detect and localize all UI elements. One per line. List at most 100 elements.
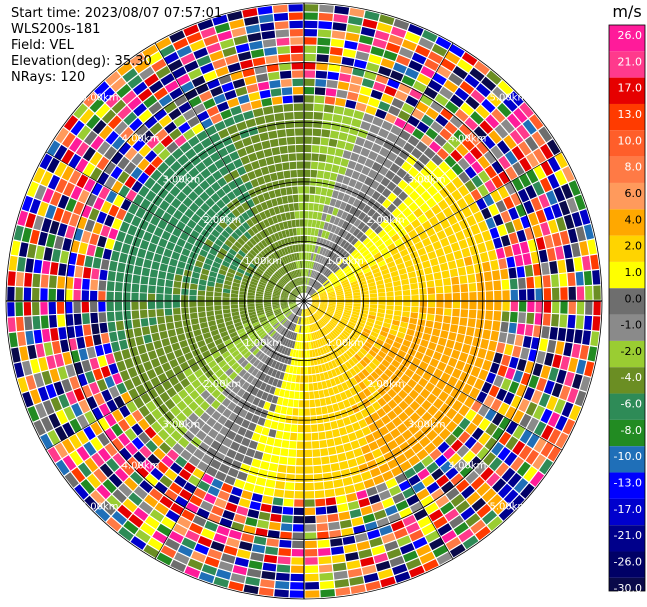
velocity-gate	[358, 211, 367, 221]
velocity-gate	[227, 467, 239, 478]
velocity-gate	[590, 331, 600, 347]
velocity-gate	[307, 333, 311, 341]
velocity-gate	[298, 350, 302, 358]
velocity-gate	[398, 411, 409, 422]
velocity-gate	[381, 120, 393, 132]
velocity-gate	[221, 397, 232, 408]
velocity-gate	[217, 415, 228, 425]
velocity-gate	[275, 581, 290, 590]
velocity-gate	[342, 241, 350, 250]
velocity-gate	[439, 128, 453, 141]
velocity-gate	[306, 308, 310, 316]
velocity-gate	[461, 343, 471, 354]
velocity-gate	[336, 270, 344, 277]
velocity-gate	[334, 311, 343, 316]
velocity-gate	[365, 365, 374, 374]
velocity-gate	[249, 356, 258, 365]
velocity-gate	[351, 474, 363, 484]
velocity-gate	[466, 491, 481, 506]
velocity-gate	[311, 270, 316, 278]
velocity-gate	[394, 305, 403, 311]
velocity-gate	[450, 242, 461, 252]
velocity-gate	[353, 59, 367, 69]
velocity-gate	[415, 394, 426, 405]
velocity-gate	[373, 342, 382, 350]
velocity-gate	[427, 307, 436, 315]
velocity-gate	[533, 148, 547, 164]
velocity-gate	[291, 557, 304, 565]
velocity-gate	[500, 378, 512, 391]
velocity-gate	[361, 368, 370, 378]
velocity-gate	[290, 314, 295, 321]
velocity-gate	[345, 213, 353, 222]
velocity-gate	[442, 277, 451, 286]
velocity-gate	[314, 365, 320, 374]
velocity-gate	[261, 354, 268, 363]
velocity-gate	[337, 336, 345, 344]
velocity-gate	[388, 105, 401, 117]
velocity-gate	[456, 445, 470, 458]
velocity-gate	[384, 368, 394, 378]
velocity-gate	[312, 301, 320, 304]
velocity-gate	[440, 107, 454, 121]
velocity-gate	[321, 380, 328, 389]
velocity-gate	[384, 318, 392, 324]
velocity-gate	[430, 100, 444, 113]
velocity-gate	[337, 191, 345, 201]
velocity-gate	[540, 143, 554, 160]
velocity-gate	[155, 461, 169, 474]
velocity-gate	[304, 391, 310, 400]
velocity-gate	[296, 316, 300, 324]
velocity-gate	[498, 155, 511, 170]
velocity-gate	[442, 206, 454, 218]
velocity-gate	[437, 441, 450, 454]
velocity-gate	[398, 47, 414, 59]
velocity-gate	[304, 400, 310, 408]
velocity-gate	[353, 295, 361, 299]
velocity-gate	[332, 428, 341, 438]
velocity-gate	[592, 269, 601, 285]
velocity-gate	[508, 267, 517, 279]
velocity-gate	[327, 291, 335, 295]
velocity-gate	[247, 509, 260, 519]
velocity-gate	[403, 448, 416, 460]
velocity-gate	[316, 310, 324, 316]
velocity-gate	[304, 532, 317, 540]
velocity-gate	[554, 398, 566, 414]
velocity-gate	[333, 156, 342, 165]
velocity-gate	[501, 279, 510, 290]
velocity-gate	[285, 321, 291, 328]
velocity-gate	[278, 345, 284, 353]
velocity-gate	[408, 229, 418, 239]
velocity-gate	[525, 449, 540, 465]
velocity-gate	[505, 406, 517, 420]
velocity-gate	[381, 414, 391, 425]
velocity-gate	[549, 261, 558, 275]
velocity-gate	[384, 355, 394, 364]
velocity-gate	[349, 318, 357, 324]
velocity-gate	[304, 29, 318, 37]
velocity-gate	[304, 194, 310, 202]
velocity-gate	[451, 189, 463, 202]
velocity-gate	[371, 448, 383, 459]
velocity-gate	[560, 356, 571, 371]
velocity-gate	[317, 29, 332, 38]
velocity-gate	[263, 365, 271, 374]
velocity-gate	[339, 460, 349, 470]
velocity-gate	[328, 304, 336, 308]
velocity-gate	[533, 405, 545, 420]
velocity-gate	[336, 419, 345, 428]
velocity-gate	[210, 540, 225, 552]
velocity-gate	[409, 400, 420, 411]
velocity-gate	[421, 455, 434, 467]
velocity-gate	[414, 241, 424, 251]
velocity-gate	[403, 185, 414, 196]
velocity-gate	[575, 271, 584, 286]
velocity-gate	[559, 273, 568, 287]
velocity-gate	[526, 276, 535, 289]
velocity-gate	[329, 320, 337, 327]
velocity-gate	[175, 455, 188, 468]
velocity-gate	[366, 278, 375, 284]
velocity-gate	[236, 549, 251, 559]
velocity-gate	[338, 365, 345, 374]
